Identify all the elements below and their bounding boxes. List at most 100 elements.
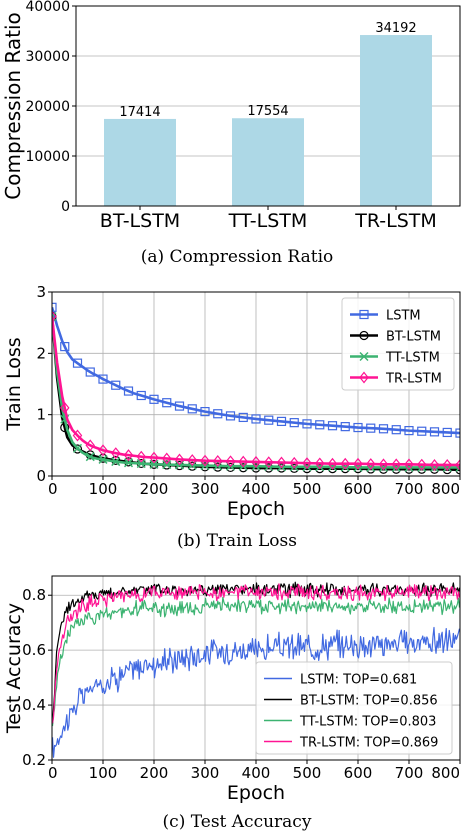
x-tick-label: 200 bbox=[140, 764, 169, 782]
y-tick-label: 30000 bbox=[25, 49, 70, 65]
x-tick-label: 100 bbox=[89, 480, 118, 498]
marker-diamond bbox=[314, 457, 325, 470]
marker-diamond bbox=[416, 458, 427, 471]
marker-diamond bbox=[110, 447, 121, 460]
caption-a: (a) Compression Ratio bbox=[141, 247, 334, 267]
marker-diamond bbox=[123, 449, 134, 462]
marker-square bbox=[85, 367, 95, 377]
legend: LSTM BT-LSTM TT-LSTM TR-LSTM bbox=[341, 297, 455, 391]
x-tick-label: 700 bbox=[395, 764, 424, 782]
x-tick-label: 600 bbox=[344, 480, 373, 498]
marker-diamond bbox=[455, 458, 460, 471]
marker-diamond bbox=[391, 458, 402, 471]
marker-diamond bbox=[327, 457, 338, 470]
marker-diamond bbox=[289, 456, 300, 469]
y-tick-label: 20000 bbox=[25, 99, 70, 115]
marker-diamond bbox=[238, 455, 249, 468]
x-tick-label: 100 bbox=[89, 764, 118, 782]
marker-x bbox=[98, 454, 108, 464]
marker-diamond bbox=[174, 453, 185, 466]
bar-tt-lstm bbox=[232, 118, 304, 206]
x-tick-label: 300 bbox=[191, 480, 220, 498]
x-tick-label: 500 bbox=[293, 764, 322, 782]
y-tick-label: 0.8 bbox=[22, 586, 46, 604]
marker-square bbox=[302, 419, 312, 429]
marker-diamond bbox=[353, 457, 363, 470]
marker-x bbox=[162, 460, 172, 470]
marker-diamond bbox=[276, 456, 287, 469]
marker-diamond bbox=[161, 452, 172, 465]
marker-square bbox=[359, 309, 369, 320]
legend: LSTM: TOP=0.681 BT-LSTM: TOP=0.856 TT-LSTM… bbox=[255, 661, 453, 755]
panel-c-test-accuracy: 0 100 200 300 400 500 600 700 800 0.2 0.4 0.6 0.8 LST… bbox=[3, 575, 461, 832]
marker-diamond bbox=[85, 439, 96, 452]
marker-square bbox=[111, 380, 121, 390]
y-tick-label: 3 bbox=[36, 283, 46, 301]
marker-square bbox=[429, 427, 440, 437]
y-tick-label: 40000 bbox=[25, 0, 70, 15]
x-tick-label: 700 bbox=[395, 480, 424, 498]
marker-x bbox=[72, 443, 83, 453]
marker-square bbox=[289, 418, 299, 428]
marker-x bbox=[85, 452, 95, 462]
marker-circle bbox=[251, 463, 261, 473]
x-category-label: BT-LSTM bbox=[100, 210, 180, 232]
marker-diamond bbox=[98, 444, 108, 457]
marker-square bbox=[60, 341, 70, 352]
marker-circle bbox=[359, 330, 369, 341]
y-tick-label: 0 bbox=[36, 467, 46, 485]
marker-diamond bbox=[263, 456, 274, 469]
marker-x bbox=[136, 459, 146, 469]
marker-square bbox=[162, 398, 172, 408]
marker-square bbox=[187, 404, 197, 414]
x-category-label: TT-LSTM bbox=[228, 210, 308, 232]
marker-diamond bbox=[442, 458, 453, 471]
marker-square bbox=[327, 421, 338, 431]
y-tick-label: 0 bbox=[61, 199, 70, 215]
marker-square bbox=[264, 415, 274, 425]
y-tick-label: 10000 bbox=[25, 149, 70, 165]
marker-square bbox=[149, 394, 159, 404]
x-tick-label: 500 bbox=[293, 480, 322, 498]
marker-square bbox=[238, 412, 248, 423]
marker-diamond bbox=[365, 458, 376, 471]
bar-tr-lstm bbox=[360, 35, 432, 206]
marker-x bbox=[149, 459, 159, 469]
marker-diamond bbox=[404, 458, 414, 471]
marker-square bbox=[52, 302, 57, 312]
marker-square bbox=[442, 427, 452, 438]
x-tick-label: 200 bbox=[140, 480, 169, 498]
marker-square bbox=[72, 358, 83, 368]
marker-diamond bbox=[302, 457, 312, 470]
x-tick-label: 600 bbox=[344, 764, 373, 782]
marker-diamond bbox=[59, 401, 70, 414]
panel-a-compression-ratio: 0 10000 20000 30000 40000 17414 BT-LSTM 17554 TT… bbox=[1, 0, 461, 267]
y-tick-label: 0.2 bbox=[22, 751, 46, 769]
bar-bt-lstm bbox=[104, 118, 176, 206]
y-axis-label: Test Accuracy bbox=[3, 603, 25, 734]
marker-diamond bbox=[225, 455, 236, 468]
marker-square bbox=[213, 409, 223, 419]
y-tick-label: 2 bbox=[36, 344, 46, 362]
marker-x bbox=[123, 458, 134, 468]
x-tick-label: 800 bbox=[431, 480, 460, 498]
x-tick-label: 400 bbox=[242, 764, 271, 782]
marker-square bbox=[123, 386, 134, 396]
series-line-3 bbox=[52, 583, 460, 724]
marker-square bbox=[366, 423, 376, 433]
x-category-label: TR-LSTM bbox=[354, 210, 437, 232]
marker-square bbox=[417, 426, 427, 436]
marker-square bbox=[225, 411, 236, 421]
marker-square bbox=[276, 416, 287, 427]
legend-box bbox=[341, 297, 455, 391]
y-tick-label: 1 bbox=[36, 406, 46, 424]
marker-circle bbox=[289, 463, 299, 473]
marker-square bbox=[251, 414, 261, 424]
marker-square bbox=[174, 401, 185, 411]
bar-value-label: 34192 bbox=[375, 21, 416, 36]
marker-square bbox=[315, 420, 325, 430]
series-line-2 bbox=[52, 596, 460, 727]
y-axis-label: Compression Ratio bbox=[1, 12, 25, 199]
marker-square bbox=[340, 422, 350, 432]
